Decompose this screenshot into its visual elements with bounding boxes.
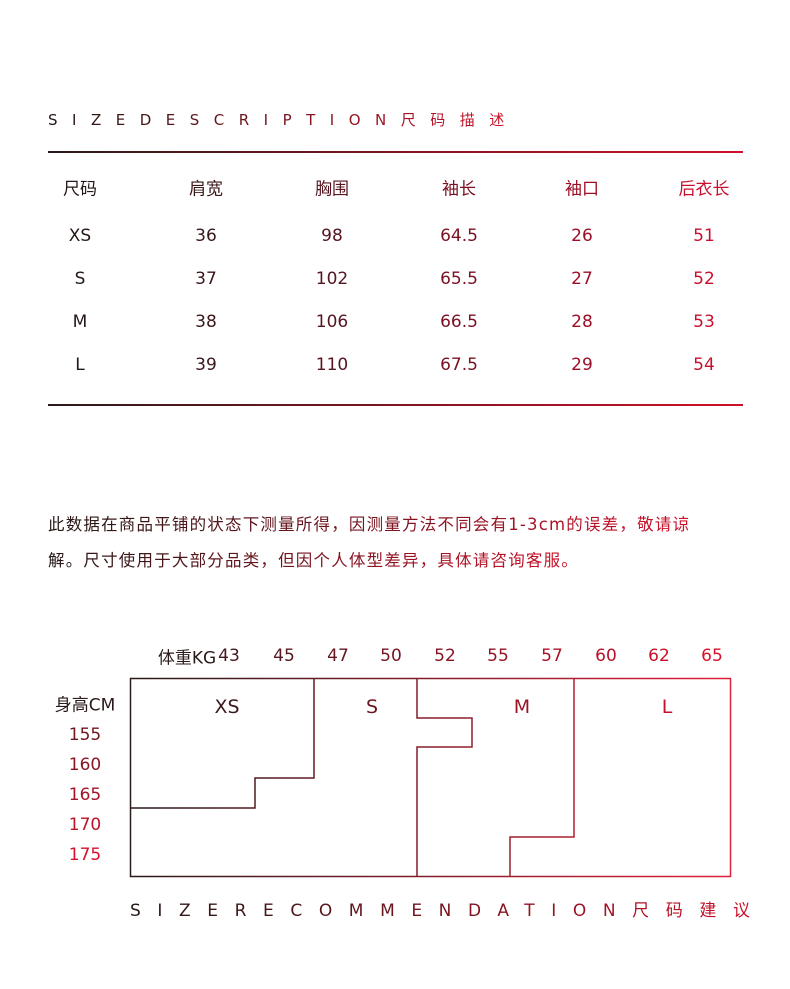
table-top-rule <box>48 151 743 153</box>
chart-outer-border <box>129 677 732 878</box>
xs-region-boundary <box>130 678 315 809</box>
table-cell: 53 <box>693 312 715 332</box>
table-cell: 98 <box>321 226 343 246</box>
table-cell: 28 <box>571 312 593 332</box>
table-cell: XS <box>68 226 92 246</box>
table-header-cell: 肩宽 <box>189 179 223 200</box>
table-bottom-rule <box>48 404 743 406</box>
height-tick-label: 155 <box>68 725 102 745</box>
table-cell: 65.5 <box>440 269 478 289</box>
table-cell: S <box>74 269 86 289</box>
weight-tick-label: 65 <box>701 646 723 666</box>
table-cell: 102 <box>315 269 349 289</box>
table-cell: M <box>72 312 88 332</box>
m-region-boundary <box>509 678 575 876</box>
weight-tick-label: 52 <box>434 646 456 666</box>
height-tick-label: 160 <box>68 755 102 775</box>
size-region-label: L <box>661 696 673 718</box>
size-region-label: XS <box>214 696 240 718</box>
table-cell: 54 <box>693 355 715 375</box>
table-cell: 37 <box>195 269 217 289</box>
weight-axis-label: 体重KG <box>157 648 217 669</box>
size-region-label: S <box>365 696 379 718</box>
table-cell: 51 <box>693 226 715 246</box>
table-cell: 66.5 <box>440 312 478 332</box>
table-cell: 39 <box>195 355 217 375</box>
table-cell: 26 <box>571 226 593 246</box>
table-cell: 52 <box>693 269 715 289</box>
weight-tick-label: 57 <box>541 646 563 666</box>
table-cell: 67.5 <box>440 355 478 375</box>
table-header-cell: 胸围 <box>315 179 349 200</box>
table-cell: 29 <box>571 355 593 375</box>
table-header-cell: 袖口 <box>565 179 599 200</box>
weight-tick-label: 47 <box>327 646 349 666</box>
table-header-cell: 袖长 <box>442 179 476 200</box>
table-cell: L <box>75 355 85 375</box>
weight-tick-label: 62 <box>648 646 670 666</box>
table-header-cell: 尺码 <box>63 179 97 200</box>
table-header-cell: 后衣长 <box>678 179 730 200</box>
height-axis-label: 身高CM <box>54 695 116 716</box>
height-tick-label: 170 <box>68 815 102 835</box>
weight-tick-label: 60 <box>595 646 617 666</box>
weight-tick-label: 45 <box>273 646 295 666</box>
weight-tick-label: 43 <box>218 646 240 666</box>
table-cell: 38 <box>195 312 217 332</box>
height-tick-label: 175 <box>68 845 102 865</box>
size-recommendation-title: SIZERECOMMENDATION尺码建议 <box>130 896 767 921</box>
weight-tick-label: 55 <box>487 646 509 666</box>
height-tick-label: 165 <box>68 785 102 805</box>
measurement-note-line1: 此数据在商品平铺的状态下测量所得，因测量方法不同会有1-3cm的误差，敬请谅 <box>48 511 690 535</box>
table-cell: 110 <box>315 355 349 375</box>
s-region-boundary <box>416 678 473 876</box>
table-cell: 64.5 <box>440 226 478 246</box>
table-cell: 36 <box>195 226 217 246</box>
size-region-label: M <box>513 696 531 718</box>
table-cell: 27 <box>571 269 593 289</box>
weight-tick-label: 50 <box>380 646 402 666</box>
measurement-note-line2: 解。尺寸使用于大部分品类，但因个人体型差异，具体请咨询客服。 <box>48 547 579 571</box>
size-description-title: SIZEDESCRIPTION尺码描述 <box>48 111 519 129</box>
table-cell: 106 <box>315 312 349 332</box>
